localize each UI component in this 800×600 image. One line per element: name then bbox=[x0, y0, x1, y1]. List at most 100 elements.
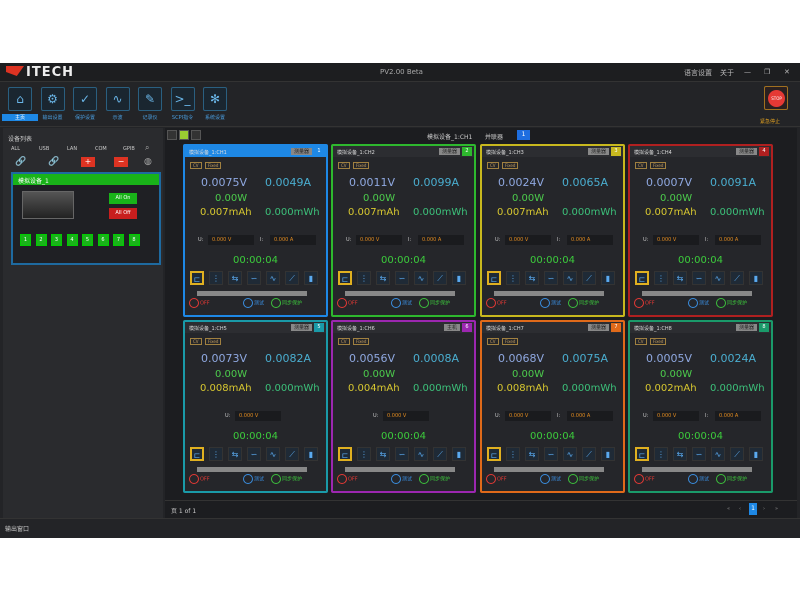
test-button[interactable]: 测试 bbox=[391, 298, 412, 308]
wave-icon[interactable]: ∽ bbox=[395, 447, 409, 461]
sync-protect-button[interactable]: 同步保护 bbox=[271, 298, 302, 308]
current-setpoint-input[interactable]: 0.000 A bbox=[418, 235, 464, 245]
ramp-icon[interactable]: ⟋ bbox=[433, 447, 447, 461]
sync-protect-button[interactable]: 同步保护 bbox=[716, 474, 747, 484]
constant-voltage-icon[interactable]: ⊏ bbox=[487, 447, 501, 461]
toolbar-home-button[interactable]: ⌂ 主页 bbox=[2, 87, 38, 121]
channel-card[interactable]: 模拟设备_1:CH3 测量器 3 CV Fixed 0.0024V 0.0065A 0.00W… bbox=[480, 144, 625, 317]
current-setpoint-input[interactable]: 0.000 A bbox=[715, 411, 761, 421]
horizontal-scrollbar[interactable] bbox=[197, 291, 307, 296]
constant-voltage-icon[interactable]: ⊏ bbox=[338, 271, 352, 285]
list-view-button[interactable] bbox=[191, 130, 201, 140]
horizontal-scrollbar[interactable] bbox=[345, 291, 455, 296]
list-icon[interactable]: ⋮ bbox=[654, 447, 668, 461]
sine-icon[interactable]: ∿ bbox=[266, 447, 280, 461]
device-channel-button[interactable]: 5 bbox=[82, 234, 93, 246]
horizontal-scrollbar[interactable] bbox=[494, 291, 604, 296]
voltage-setpoint-input[interactable]: 0.000 V bbox=[653, 411, 699, 421]
sine-icon[interactable]: ∿ bbox=[414, 447, 428, 461]
single-view-button[interactable] bbox=[167, 130, 177, 140]
device-channel-button[interactable]: 6 bbox=[97, 234, 109, 246]
sync-protect-button[interactable]: 同步保护 bbox=[716, 298, 747, 308]
battery-icon[interactable]: ▮ bbox=[452, 447, 466, 461]
maximize-button[interactable]: ❐ bbox=[764, 68, 771, 76]
constant-voltage-icon[interactable]: ⊏ bbox=[190, 271, 204, 285]
horizontal-scrollbar[interactable] bbox=[345, 467, 455, 472]
toolbar-recorder-button[interactable]: ✎ 记录仪 bbox=[138, 87, 162, 121]
constant-voltage-icon[interactable]: ⊏ bbox=[635, 447, 649, 461]
filter-lan[interactable]: LAN bbox=[67, 146, 78, 152]
channel-card[interactable]: 模拟设备_1:CH1 测量器 1 CV Fixed 0.0075V 0.0049A 0.00W… bbox=[183, 144, 328, 317]
horizontal-scrollbar[interactable] bbox=[494, 467, 604, 472]
battery-icon[interactable]: ▮ bbox=[749, 447, 763, 461]
sine-icon[interactable]: ∿ bbox=[563, 447, 577, 461]
battery-icon[interactable]: ▮ bbox=[749, 271, 763, 285]
sweep-icon[interactable]: ⇆ bbox=[673, 447, 687, 461]
output-off-button[interactable]: OFF bbox=[634, 474, 655, 484]
output-off-button[interactable]: OFF bbox=[189, 474, 210, 484]
horizontal-scrollbar[interactable] bbox=[642, 467, 752, 472]
channel-card[interactable]: 模拟设备_1:CH2 测量器 2 CV Fixed 0.0011V 0.0099A 0.00W… bbox=[331, 144, 476, 317]
current-page-button[interactable]: 1 bbox=[749, 503, 757, 515]
output-off-button[interactable]: OFF bbox=[189, 298, 210, 308]
horizontal-scrollbar[interactable] bbox=[197, 467, 307, 472]
test-button[interactable]: 测试 bbox=[540, 298, 561, 308]
output-off-button[interactable]: OFF bbox=[634, 298, 655, 308]
current-setpoint-input[interactable]: 0.000 A bbox=[567, 235, 613, 245]
test-button[interactable]: 测试 bbox=[243, 298, 264, 308]
output-off-button[interactable]: OFF bbox=[486, 298, 507, 308]
list-icon[interactable]: ⋮ bbox=[357, 271, 371, 285]
remove-device-button[interactable]: − bbox=[114, 157, 128, 167]
device-channel-button[interactable]: 1 bbox=[20, 234, 31, 246]
sine-icon[interactable]: ∿ bbox=[563, 271, 577, 285]
sync-protect-button[interactable]: 同步保护 bbox=[419, 298, 450, 308]
wave-icon[interactable]: ∽ bbox=[692, 447, 706, 461]
filter-gpib[interactable]: GPIB bbox=[123, 146, 135, 152]
list-icon[interactable]: ⋮ bbox=[209, 447, 223, 461]
sweep-icon[interactable]: ⇆ bbox=[376, 447, 390, 461]
last-page-button[interactable]: » bbox=[775, 506, 779, 512]
constant-voltage-icon[interactable]: ⊏ bbox=[487, 271, 501, 285]
battery-icon[interactable]: ▮ bbox=[304, 271, 318, 285]
channel-card[interactable]: 模拟设备_1:CH6 主机 6 CV Fixed 0.0056V 0.0008A 0.00W 0… bbox=[331, 320, 476, 493]
test-button[interactable]: 测试 bbox=[688, 298, 709, 308]
list-icon[interactable]: ⋮ bbox=[506, 447, 520, 461]
toolbar-terminal-button[interactable]: >_ SCPI指令 bbox=[170, 87, 195, 121]
current-setpoint-input[interactable]: 0.000 A bbox=[567, 411, 613, 421]
wave-icon[interactable]: ∽ bbox=[544, 447, 558, 461]
sweep-icon[interactable]: ⇆ bbox=[228, 447, 242, 461]
test-button[interactable]: 测试 bbox=[540, 474, 561, 484]
ramp-icon[interactable]: ⟋ bbox=[285, 447, 299, 461]
list-icon[interactable]: ⋮ bbox=[506, 271, 520, 285]
voltage-setpoint-input[interactable]: 0.000 V bbox=[235, 411, 281, 421]
device-channel-button[interactable]: 7 bbox=[113, 234, 124, 246]
voltage-setpoint-input[interactable]: 0.000 V bbox=[505, 235, 551, 245]
toolbar-output-settings-button[interactable]: ⚙ 输出设置 bbox=[40, 87, 65, 121]
sweep-icon[interactable]: ⇆ bbox=[376, 271, 390, 285]
filter-all[interactable]: ALL bbox=[11, 146, 20, 152]
wave-icon[interactable]: ∽ bbox=[247, 447, 261, 461]
current-setpoint-input[interactable]: 0.000 A bbox=[715, 235, 761, 245]
battery-icon[interactable]: ▮ bbox=[601, 271, 615, 285]
list-icon[interactable]: ⋮ bbox=[357, 447, 371, 461]
search-icon[interactable]: ⌕ bbox=[145, 143, 150, 152]
globe-icon[interactable]: ◍ bbox=[144, 157, 152, 167]
channel-card[interactable]: 模拟设备_1:CH8 测量器 8 CV Fixed 0.0005V 0.0024A 0.00W… bbox=[628, 320, 773, 493]
battery-icon[interactable]: ▮ bbox=[304, 447, 318, 461]
connect-icon[interactable]: 🔗 bbox=[15, 157, 27, 167]
channel-card[interactable]: 模拟设备_1:CH4 测量器 4 CV Fixed 0.0007V 0.0091A 0.00W… bbox=[628, 144, 773, 317]
output-off-button[interactable]: OFF bbox=[337, 474, 358, 484]
filter-com[interactable]: COM bbox=[95, 146, 107, 152]
voltage-setpoint-input[interactable]: 0.000 V bbox=[208, 235, 254, 245]
toolbar-shield-button[interactable]: ✓ 保护设置 bbox=[73, 87, 97, 121]
voltage-setpoint-input[interactable]: 0.000 V bbox=[505, 411, 551, 421]
voltage-setpoint-input[interactable]: 0.000 V bbox=[356, 235, 402, 245]
sync-protect-button[interactable]: 同步保护 bbox=[568, 474, 599, 484]
device-channel-button[interactable]: 2 bbox=[35, 234, 47, 246]
channel-number[interactable]: 1 bbox=[517, 130, 530, 140]
constant-voltage-icon[interactable]: ⊏ bbox=[635, 271, 649, 285]
device-channel-button[interactable]: 4 bbox=[66, 234, 78, 246]
minimize-button[interactable]: — bbox=[744, 68, 751, 76]
emergency-stop-button[interactable]: STOP bbox=[764, 86, 788, 110]
